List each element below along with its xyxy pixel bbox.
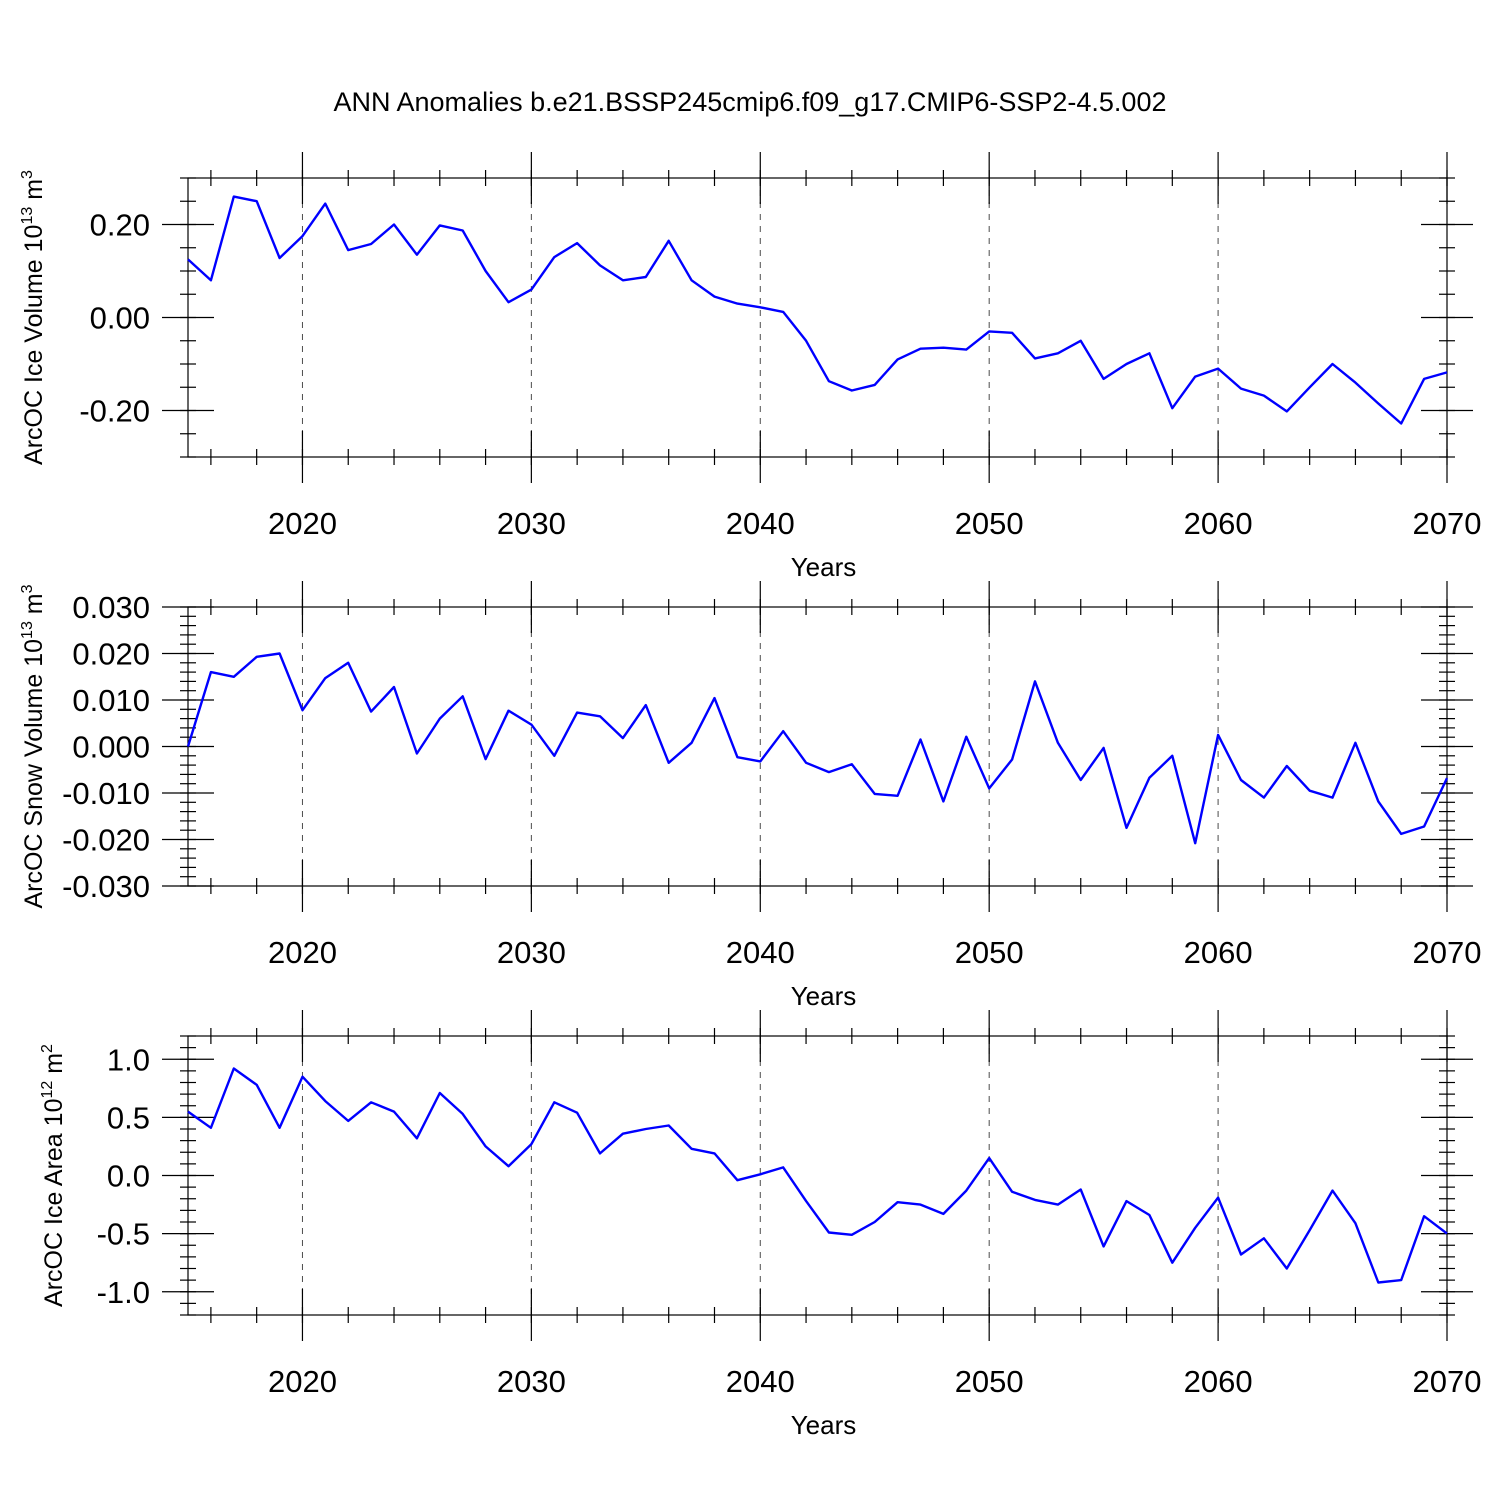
x-axis-title: Years (791, 552, 857, 582)
y-tick-label: 0.000 (72, 730, 150, 765)
x-tick-label: 2050 (955, 506, 1024, 541)
y-axis-title-superscript: 13 (19, 207, 36, 225)
y-tick-label: -0.030 (62, 869, 150, 904)
x-tick-label: 2070 (1413, 935, 1482, 970)
x-tick-label: 2020 (268, 506, 337, 541)
x-tick-label: 2070 (1413, 506, 1482, 541)
x-tick-label: 2030 (497, 506, 566, 541)
y-axis-title-part: m (20, 593, 48, 621)
x-axis-title: Years (791, 1410, 857, 1440)
y-tick-label: -0.5 (97, 1217, 150, 1252)
x-tick-label: 2040 (726, 506, 795, 541)
x-tick-label: 2040 (726, 1364, 795, 1399)
y-axis-title-part: ArcOC Ice Volume 10 (20, 225, 48, 465)
y-axis-title-superscript: 13 (19, 621, 36, 639)
x-tick-label: 2060 (1184, 935, 1253, 970)
y-tick-label: 0.0 (107, 1159, 150, 1194)
chart-title: ANN Anomalies b.e21.BSSP245cmip6.f09_g17… (334, 87, 1167, 117)
x-tick-label: 2020 (268, 1364, 337, 1399)
y-axis-title: ArcOC Ice Volume 1013 m3 (19, 170, 48, 465)
x-tick-label: 2030 (497, 1364, 566, 1399)
plot-frame (187, 1035, 1448, 1316)
x-tick-label: 2070 (1413, 1364, 1482, 1399)
y-tick-label: 0.5 (107, 1100, 150, 1135)
x-tick-label: 2040 (726, 935, 795, 970)
y-axis-title: ArcOC Ice Area 1012 m2 (39, 1044, 68, 1307)
y-axis-title-superscript: 2 (39, 1044, 56, 1053)
y-axis-title-superscript: 3 (19, 584, 36, 593)
y-tick-label: 0.010 (72, 683, 150, 718)
x-tick-label: 2030 (497, 935, 566, 970)
series-line (186, 652, 1449, 845)
plot-frame (187, 177, 1448, 458)
y-tick-label: 1.0 (107, 1042, 150, 1077)
series-line (187, 195, 1448, 425)
series-line (187, 1067, 1448, 1284)
y-tick-label: -0.020 (62, 823, 150, 858)
y-tick-label: -1.0 (97, 1275, 150, 1310)
panel-2: -0.030 -0.020 -0.010 0.000 0.010 0.020 0.030 20… (19, 581, 1481, 1011)
y-axis-title-part: ArcOC Snow Volume 10 (20, 639, 48, 909)
y-axis-title-part: m (20, 179, 48, 207)
panel-1: -0.20 0.00 0.20 2020 2030 2040 2050 2060 2070 Yea… (19, 152, 1481, 582)
x-tick-label: 2050 (955, 1364, 1024, 1399)
y-axis-title: ArcOC Snow Volume 1013 m3 (19, 584, 48, 908)
x-tick-label: 2050 (955, 935, 1024, 970)
y-tick-label: -0.010 (62, 776, 150, 811)
y-axis-title-part: m (40, 1053, 68, 1081)
x-tick-label: 2020 (268, 935, 337, 970)
y-axis-title-superscript: 12 (39, 1081, 56, 1099)
x-tick-label: 2060 (1184, 1364, 1253, 1399)
y-tick-label: 0.030 (72, 590, 150, 625)
y-tick-label: 0.020 (72, 637, 150, 672)
panel-3: -1.0 -0.5 0.0 0.5 1.0 2020 2030 2040 2050 2060 207… (39, 1010, 1481, 1440)
x-tick-label: 2060 (1184, 506, 1253, 541)
y-axis-title-superscript: 3 (19, 170, 36, 179)
x-axis-title: Years (791, 981, 857, 1011)
panels-group: -0.20 0.00 0.20 2020 2030 2040 2050 2060 2070 Yea… (19, 152, 1481, 1440)
y-axis-title-part: ArcOC Ice Area 10 (40, 1099, 68, 1307)
y-tick-label: -0.20 (79, 394, 150, 429)
y-tick-label: 0.00 (90, 301, 150, 336)
plot-frame (187, 606, 1448, 887)
y-tick-label: 0.20 (90, 208, 150, 243)
